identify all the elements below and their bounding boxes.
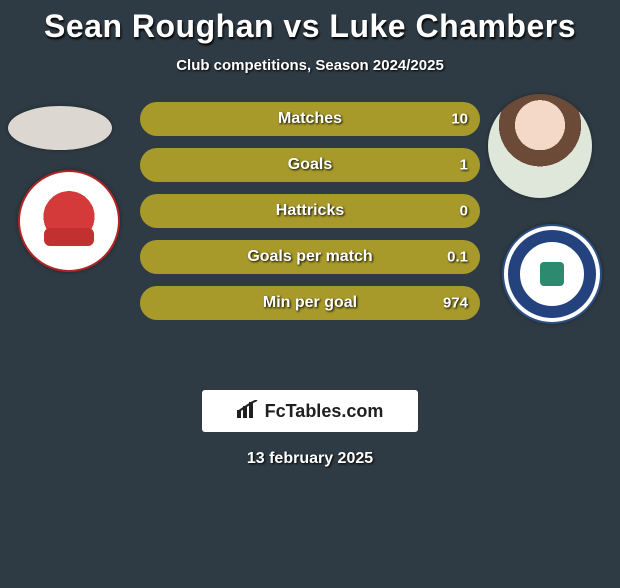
club-1-crest — [18, 170, 120, 272]
stat-row: Hattricks 0 — [140, 194, 480, 228]
snapshot-date: 13 february 2025 — [0, 450, 620, 468]
bars-icon — [237, 400, 259, 423]
stat-label: Hattricks — [276, 202, 344, 220]
comparison-stage: Matches 10 Goals 1 Hattricks 0 Goals per match… — [0, 102, 620, 372]
stat-row: Matches 10 — [140, 102, 480, 136]
stat-label: Matches — [278, 110, 342, 128]
club-1-crest-inner — [26, 178, 112, 264]
stat-value: 0 — [460, 203, 468, 220]
branding-badge: FcTables.com — [202, 390, 418, 432]
player-2-avatar — [488, 94, 592, 198]
branding-text: FcTables.com — [265, 401, 384, 422]
stat-value: 10 — [451, 111, 468, 128]
player-1-avatar — [8, 106, 112, 150]
stat-value: 1 — [460, 157, 468, 174]
stat-value: 0.1 — [447, 249, 468, 266]
subtitle: Club competitions, Season 2024/2025 — [0, 57, 620, 74]
page-title: Sean Roughan vs Luke Chambers — [0, 8, 620, 45]
club-2-crest — [502, 224, 602, 324]
stat-label: Goals — [288, 156, 332, 174]
stat-bars: Matches 10 Goals 1 Hattricks 0 Goals per match… — [140, 102, 480, 332]
stat-label: Goals per match — [247, 248, 372, 266]
stat-label: Min per goal — [263, 294, 357, 312]
stat-row: Goals 1 — [140, 148, 480, 182]
stat-row: Min per goal 974 — [140, 286, 480, 320]
stat-row: Goals per match 0.1 — [140, 240, 480, 274]
club-2-crest-ring — [508, 230, 596, 318]
stat-value: 974 — [443, 295, 468, 312]
